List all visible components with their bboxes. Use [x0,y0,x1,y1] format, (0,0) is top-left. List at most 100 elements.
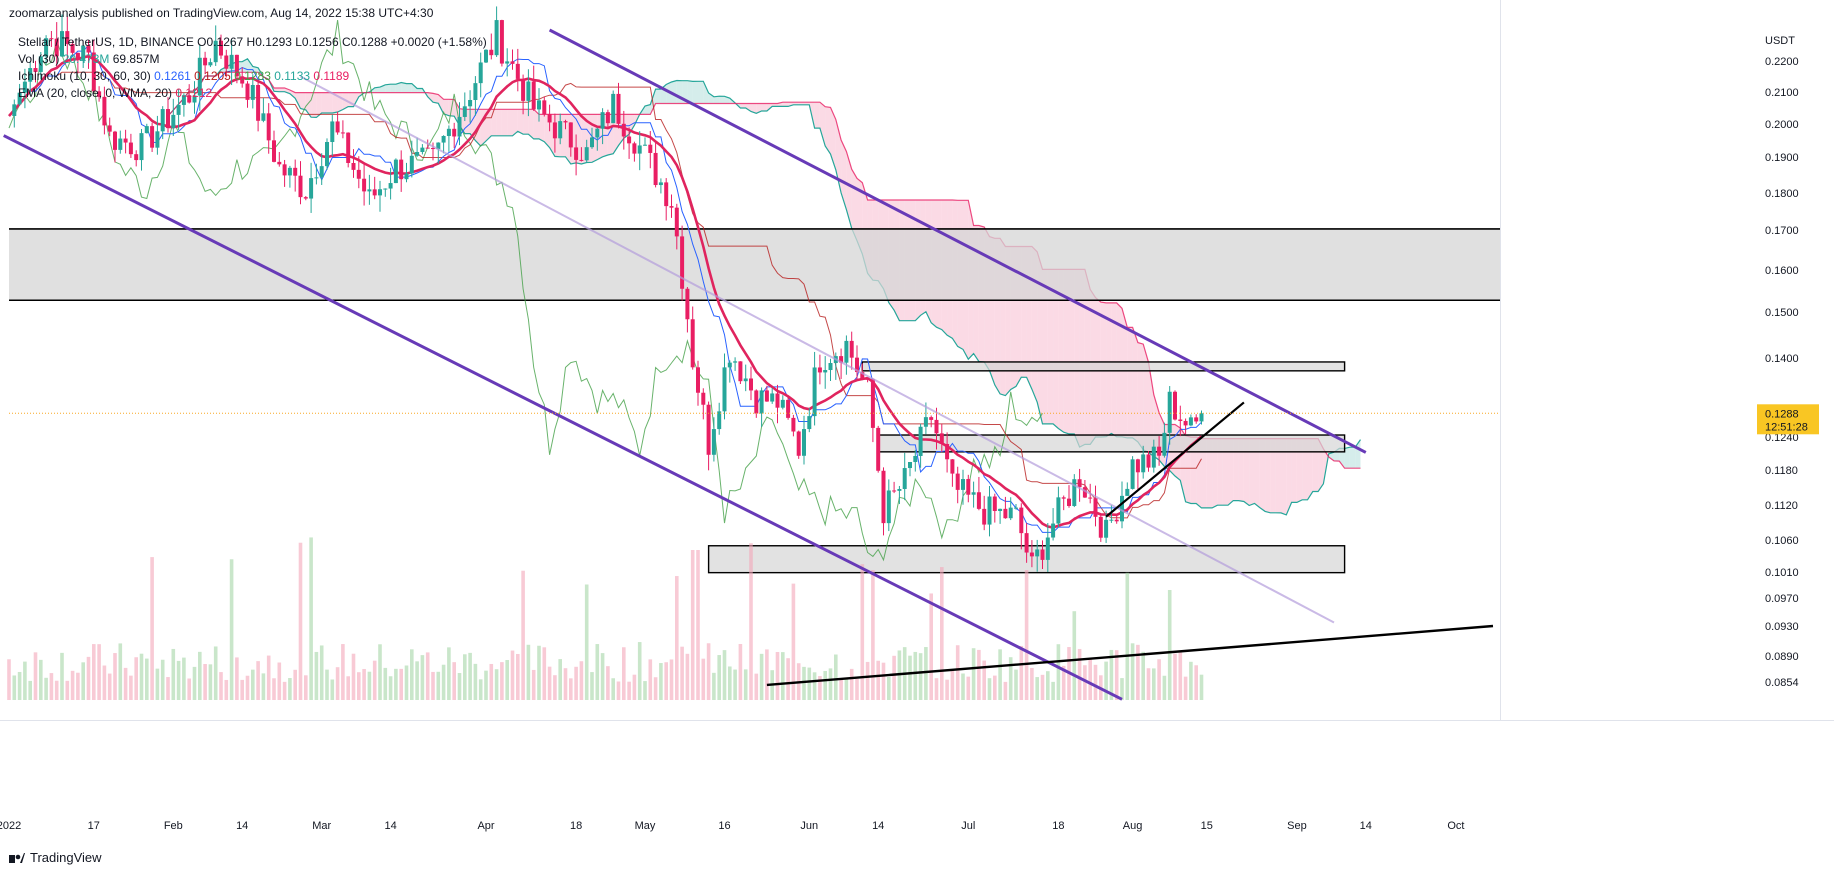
volume-bar [680,646,684,700]
volume-bar [1088,658,1092,700]
volume-bar [881,662,886,700]
volume-bar [1178,652,1183,700]
cloud-segment [687,80,693,104]
volume-bar [319,645,324,700]
volume-bar [855,678,859,700]
candle-body [325,142,329,167]
candle-body [680,236,685,289]
volume-bar [563,668,568,700]
candle-body [489,49,494,56]
candle-body [987,496,992,525]
cloud-segment [1281,438,1287,515]
candle-body [860,372,865,379]
cloud-segment [692,81,698,104]
volume-bar [887,677,891,700]
candle-body [388,183,393,189]
cloud-segment [1249,438,1255,506]
y-tick-label: 0.1180 [1765,465,1798,477]
volume-bar [1083,665,1087,700]
volume-bar [1093,664,1098,700]
cloud-segment [284,88,290,94]
cloud-segment [1190,437,1197,504]
cloud-segment [395,82,402,93]
cloud-segment [761,103,767,112]
candle-body [17,92,22,105]
volume-bar [722,650,727,700]
tradingview-brand: TradingView [30,850,102,865]
volume-bar [240,679,244,700]
candle-body [144,126,149,134]
candle-body [1082,487,1087,498]
cloud-segment [751,103,757,114]
candle-body [404,173,409,180]
y-tick-label: 0.2100 [1765,87,1799,99]
candle-body [600,112,605,129]
candle-body [113,131,117,150]
symbol-legend: Stellar / TetherUS, 1D, BINANCE O0.1267 … [18,35,487,49]
volume-bar [1024,570,1029,700]
volume-bar [399,668,403,700]
volume-bar [849,668,854,700]
candle-body [844,340,849,363]
candle-body [812,367,817,417]
volume-bar [1173,653,1177,700]
volume-bar [892,655,896,700]
cloud-segment [772,103,778,107]
ichimoku-spanB-value: 0.1189 [313,69,350,83]
candle-body [998,508,1003,512]
volume-bar [70,670,75,700]
candle-body [314,177,319,179]
volume-bar [712,672,716,700]
candle-body [1130,459,1135,489]
candle-body [706,404,711,455]
x-tick-label: 17 [88,820,100,832]
candle-body [1072,479,1077,506]
cloud-segment [279,88,285,92]
cloud-segment [1079,269,1085,448]
candle-body [976,492,981,509]
volume-bar [1030,667,1034,700]
volume-bar [606,666,610,700]
volume-bar [818,676,822,700]
x-tick-label: 18 [1052,820,1064,832]
volume-bar [266,655,271,700]
tradingview-logo[interactable]: TradingView [9,850,102,865]
cloud-segment [1201,438,1207,508]
candle-body [91,52,96,92]
candle-body [505,61,510,64]
candle-body [849,340,854,358]
ichimoku-kijun-value: 0.1205 [194,69,231,83]
candle-body [1088,497,1093,499]
volume-bar [537,645,541,700]
candle-body [685,288,690,320]
candle-body [123,138,128,143]
cloud-segment [401,82,407,93]
volume-bar [1136,644,1140,700]
last-price-label: 0.1288 [1765,408,1799,420]
candle-body [1093,498,1098,517]
cloud-segment [1063,269,1069,434]
cloud-segment [1286,438,1292,515]
candle-body [303,197,308,199]
candle-body [351,162,356,170]
candle-body [643,144,647,146]
zone-rectangle [861,361,1346,372]
cloud-segment [544,114,550,148]
volume-bar [839,679,843,700]
candle-body [473,83,478,100]
y-tick-label: 0.1800 [1765,188,1799,200]
cloud-segment [798,102,804,105]
candle-body [542,100,547,115]
candle-body [65,31,70,44]
candle-body [1125,488,1130,496]
candle-body [669,206,674,208]
volume-bar [415,661,419,700]
volume-bar [733,669,737,700]
y-tick-label: 0.1400 [1765,353,1799,365]
candle-body [224,55,229,69]
cloud-segment [1302,438,1308,500]
candle-body [431,147,435,150]
candle-body [240,76,245,84]
x-tick-label: Jun [800,820,818,832]
